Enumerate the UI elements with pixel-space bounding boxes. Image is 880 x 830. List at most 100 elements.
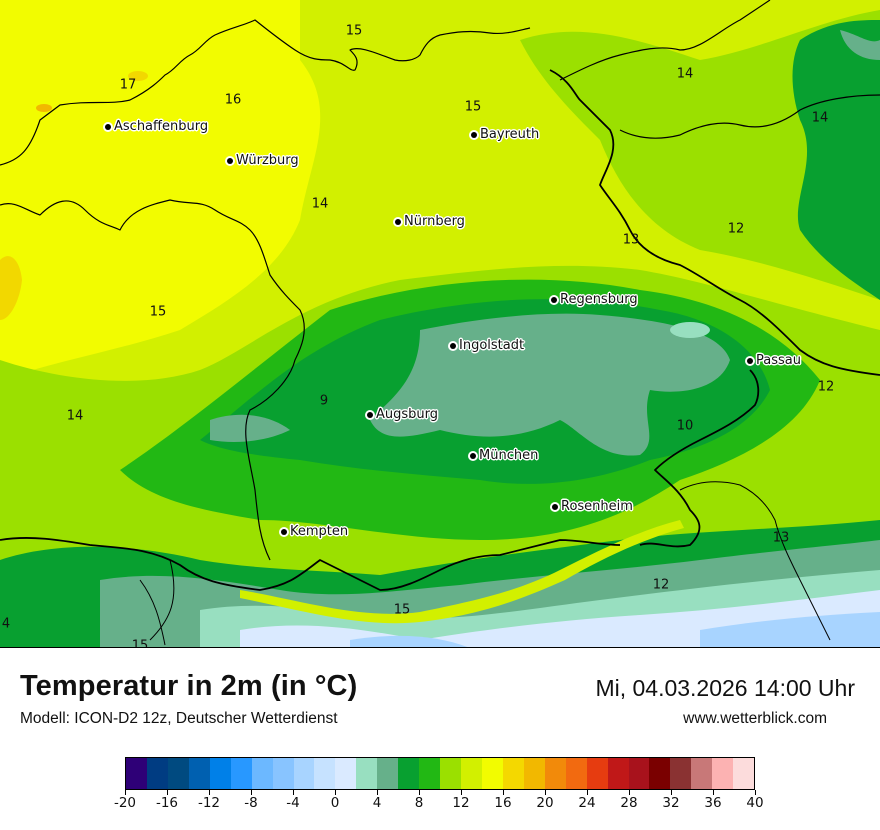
temp-value: 15 bbox=[131, 638, 149, 648]
temp-value: 16 bbox=[224, 92, 242, 108]
legend-tick-label: 12 bbox=[452, 795, 470, 811]
legend-tick-label: -4 bbox=[286, 795, 300, 811]
legend-swatch bbox=[649, 758, 671, 789]
legend-tick-label: 28 bbox=[620, 795, 638, 811]
legend-swatch bbox=[461, 758, 482, 789]
legend-tick bbox=[334, 790, 336, 795]
legend-tick bbox=[250, 790, 252, 795]
legend-tick bbox=[460, 790, 462, 795]
temp-value: 13 bbox=[622, 232, 640, 248]
temperature-field bbox=[0, 0, 880, 647]
legend-swatch bbox=[230, 758, 252, 789]
legend-swatch bbox=[523, 758, 545, 789]
city-dot-icon bbox=[281, 528, 287, 535]
city-nuernberg: Nürnberg bbox=[395, 214, 465, 229]
temp-value: 14 bbox=[311, 196, 329, 212]
city-dot-icon bbox=[105, 123, 111, 130]
legend-swatch bbox=[586, 758, 608, 789]
temp-value: 10 bbox=[676, 418, 694, 434]
city-dot-icon bbox=[395, 218, 401, 225]
legend-swatch bbox=[209, 758, 231, 789]
city-muenchen: München bbox=[470, 448, 538, 463]
legend-tick bbox=[502, 790, 504, 795]
legend-tick bbox=[670, 790, 672, 795]
legend-tick-label: -12 bbox=[197, 795, 221, 811]
legend-tick-label: 0 bbox=[330, 795, 340, 811]
temp-value: 4 bbox=[1, 616, 11, 632]
temp-value: 13 bbox=[772, 530, 790, 546]
legend-swatch bbox=[272, 758, 294, 789]
temp-value: 17 bbox=[119, 77, 137, 93]
forecast-datetime: Mi, 04.03.2026 14:00 Uhr bbox=[595, 675, 855, 701]
city-dot-icon bbox=[747, 357, 753, 364]
website-link[interactable]: www.wetterblick.com bbox=[683, 710, 827, 727]
city-dot-icon bbox=[552, 503, 558, 510]
temp-value: 14 bbox=[66, 408, 84, 424]
legend-tick bbox=[712, 790, 714, 795]
legend-swatch bbox=[251, 758, 273, 789]
legend-tick bbox=[754, 790, 756, 795]
legend-swatch bbox=[188, 758, 210, 789]
city-dot-icon bbox=[227, 157, 233, 164]
legend-tick bbox=[628, 790, 630, 795]
temp-value: 14 bbox=[676, 66, 694, 82]
legend-tick bbox=[292, 790, 294, 795]
legend-swatch bbox=[335, 758, 357, 789]
legend-swatch bbox=[481, 758, 503, 789]
legend-tick-label: -16 bbox=[155, 795, 179, 811]
city-passau: Passau bbox=[747, 353, 801, 368]
legend-tick-label: -20 bbox=[113, 795, 137, 811]
legend-swatch bbox=[126, 758, 147, 789]
city-aschaffenburg: Aschaffenburg bbox=[105, 119, 208, 134]
legend-tick-label: 24 bbox=[578, 795, 596, 811]
city-dot-icon bbox=[367, 411, 373, 418]
legend-swatch bbox=[502, 758, 524, 789]
legend-swatch bbox=[670, 758, 692, 789]
city-kempten: Kempten bbox=[281, 524, 348, 539]
city-dot-icon bbox=[450, 342, 456, 349]
legend-swatch bbox=[419, 758, 441, 789]
legend-tick bbox=[166, 790, 168, 795]
legend-swatch bbox=[628, 758, 650, 789]
temp-value: 12 bbox=[652, 577, 670, 593]
legend-tick bbox=[376, 790, 378, 795]
city-regensburg: Regensburg bbox=[551, 292, 638, 307]
temp-value: 9 bbox=[319, 393, 329, 409]
legend-swatch bbox=[712, 758, 734, 789]
legend-swatch bbox=[377, 758, 399, 789]
legend-tick-label: 16 bbox=[494, 795, 512, 811]
legend-tick bbox=[124, 790, 126, 795]
legend-swatch bbox=[691, 758, 713, 789]
city-rosenheim: Rosenheim bbox=[552, 499, 633, 514]
temp-value: 12 bbox=[817, 379, 835, 395]
legend-tick bbox=[418, 790, 420, 795]
legend-swatch bbox=[440, 758, 461, 789]
legend-tick-label: 36 bbox=[704, 795, 722, 811]
legend-swatch bbox=[565, 758, 587, 789]
temperature-map: Aschaffenburg Würzburg Bayreuth Nürnberg… bbox=[0, 0, 880, 648]
legend-swatch bbox=[544, 758, 566, 789]
legend-tick-label: 20 bbox=[536, 795, 554, 811]
city-ingolstadt: Ingolstadt bbox=[450, 338, 524, 353]
temp-value: 15 bbox=[345, 23, 363, 39]
city-dot-icon bbox=[551, 296, 557, 303]
legend-swatch bbox=[607, 758, 629, 789]
temp-value: 15 bbox=[393, 602, 411, 618]
legend-swatch bbox=[167, 758, 189, 789]
model-info: Modell: ICON-D2 12z, Deutscher Wetterdie… bbox=[20, 710, 338, 727]
legend-swatch bbox=[356, 758, 378, 789]
legend-swatch bbox=[733, 758, 755, 789]
legend-tick-label: 4 bbox=[372, 795, 382, 811]
legend-swatch bbox=[314, 758, 336, 789]
temp-value: 14 bbox=[811, 110, 829, 126]
legend-swatch bbox=[398, 758, 420, 789]
city-dot-icon bbox=[471, 131, 477, 138]
legend-tick bbox=[208, 790, 210, 795]
legend-tick bbox=[544, 790, 546, 795]
legend-swatch bbox=[146, 758, 168, 789]
legend-ticks: -20 -16 -12 -8 -4 0 4 8 12 16 20 24 28 32 36 40 bbox=[114, 790, 764, 820]
legend-tick-label: 8 bbox=[414, 795, 424, 811]
legend-swatch bbox=[293, 758, 315, 789]
city-bayreuth: Bayreuth bbox=[471, 127, 539, 142]
color-legend bbox=[125, 757, 755, 790]
